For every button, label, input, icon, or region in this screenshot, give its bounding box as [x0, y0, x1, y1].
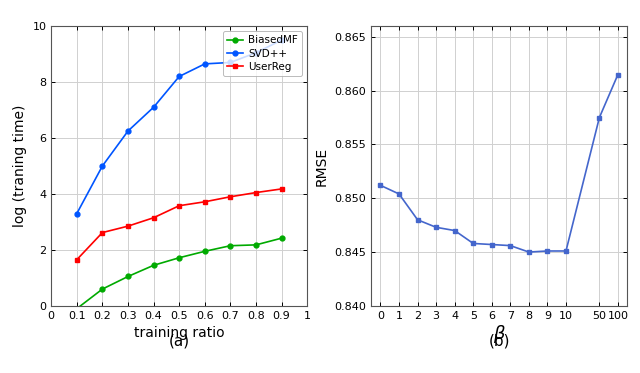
Text: (b): (b)	[488, 333, 510, 348]
Text: (a): (a)	[168, 333, 190, 348]
UserReg	[278, 186, 285, 191]
Line: BiasedMF: BiasedMF	[74, 236, 284, 311]
BiasedMF	[124, 274, 132, 279]
Y-axis label: log (traning time): log (traning time)	[13, 105, 27, 227]
UserReg	[227, 195, 234, 199]
UserReg	[175, 204, 183, 208]
BiasedMF	[201, 249, 209, 254]
UserReg	[201, 200, 209, 204]
UserReg	[73, 257, 81, 262]
SVD++	[124, 129, 132, 133]
BiasedMF	[73, 307, 81, 311]
UserReg	[150, 216, 157, 220]
BiasedMF	[175, 256, 183, 260]
Legend: BiasedMF, SVD++, UserReg: BiasedMF, SVD++, UserReg	[223, 31, 302, 76]
SVD++	[175, 74, 183, 79]
SVD++	[150, 105, 157, 110]
SVD++	[278, 38, 285, 43]
BiasedMF	[227, 244, 234, 248]
SVD++	[73, 211, 81, 216]
Line: UserReg: UserReg	[74, 186, 284, 262]
SVD++	[201, 62, 209, 66]
BiasedMF	[99, 287, 106, 291]
SVD++	[227, 60, 234, 65]
Line: SVD++: SVD++	[74, 38, 284, 216]
Y-axis label: RMSE: RMSE	[315, 147, 329, 185]
BiasedMF	[278, 236, 285, 241]
X-axis label: β: β	[493, 325, 505, 343]
UserReg	[252, 190, 260, 195]
UserReg	[99, 230, 106, 235]
BiasedMF	[252, 242, 260, 247]
BiasedMF	[150, 263, 157, 267]
SVD++	[99, 164, 106, 168]
UserReg	[124, 224, 132, 228]
X-axis label: training ratio: training ratio	[134, 326, 225, 340]
SVD++	[252, 50, 260, 55]
